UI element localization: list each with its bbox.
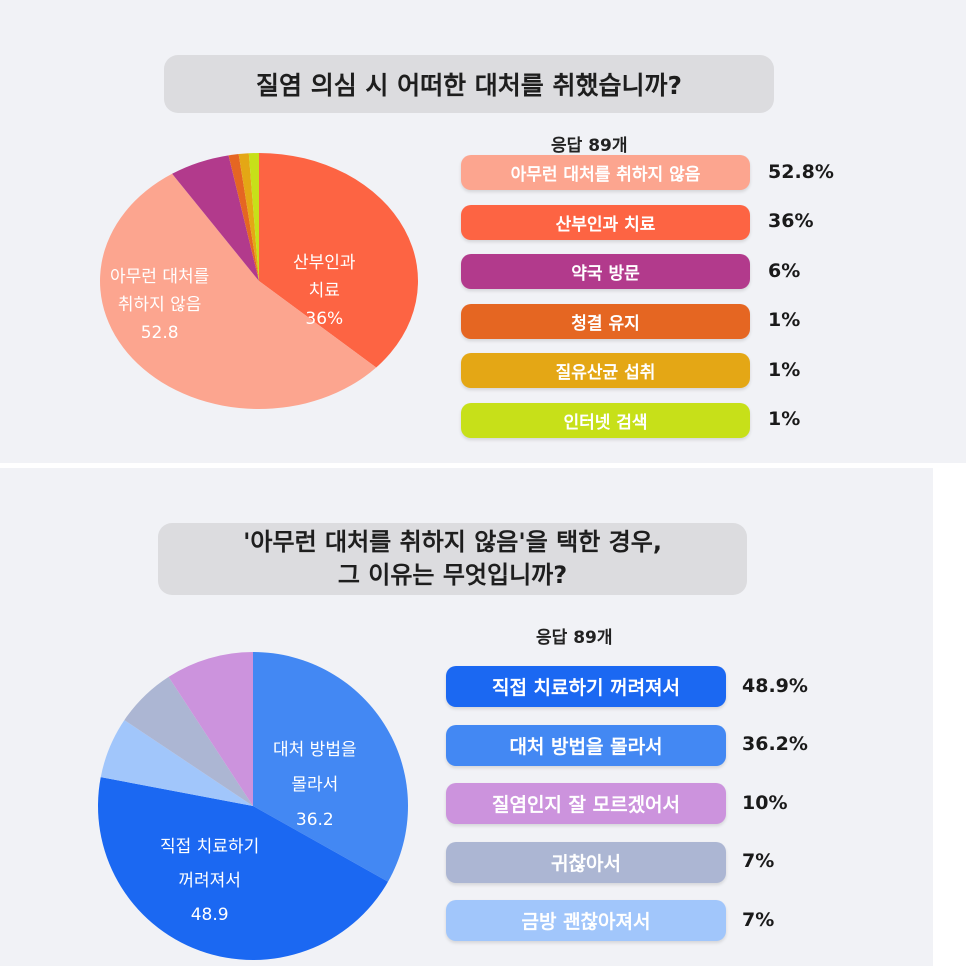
pie2-label-value: 36.2 — [295, 810, 334, 830]
pie2-label-line: 대처 방법을 — [273, 740, 357, 760]
pie2-slice-0 — [253, 652, 408, 882]
pie1-label-line: 아무런 대처를 — [110, 267, 210, 287]
response-count-2: 응답 89개 — [536, 628, 613, 648]
legend1-value-2: 6% — [768, 259, 801, 282]
pie-chart-1 — [99, 153, 418, 409]
legend1-item-2: 약국 방문 — [461, 254, 750, 289]
pie1-label-line: 산부인과 — [293, 253, 356, 273]
legend1-item-0: 아무런 대처를 취하지 않음 — [461, 155, 750, 190]
pie1-slice-3 — [228, 154, 259, 281]
pie1-slice-4 — [238, 153, 259, 281]
legend2-item-2: 질염인지 잘 모르겠어서 — [446, 783, 726, 824]
legend2-item-0: 직접 치료하기 꺼려져서 — [446, 666, 726, 707]
legend1-value-4: 1% — [768, 358, 801, 381]
pie1-slice-5 — [248, 153, 259, 281]
legend1-item-5: 인터넷 검색 — [461, 402, 750, 438]
pie2-label-line: 직접 치료하기 — [160, 837, 260, 857]
pie1-label-line: 취하지 않음 — [117, 295, 202, 315]
question-2-line: 그 이유는 무엇입니까? — [337, 561, 568, 589]
legend2-item-4: 금방 괜찮아져서 — [446, 900, 726, 941]
pie2-slice-2 — [100, 720, 253, 806]
legend1-item-3: 청결 유지 — [461, 303, 750, 339]
pie2-label-value: 48.9 — [190, 905, 229, 925]
pie1-label-value: 52.8 — [140, 323, 179, 343]
response-count-1: 응답 89개 — [551, 136, 628, 156]
pie1-label-no-action: 아무런 대처를 취하지 않음 52.8 — [110, 263, 209, 347]
pie1-slice-0 — [259, 153, 418, 368]
pie2-slice-3 — [124, 676, 253, 806]
pie2-label-reluctant: 직접 치료하기 꺼려져서 48.9 — [160, 830, 259, 932]
pie1-slice-1 — [99, 173, 377, 409]
legend2-item-1: 대처 방법을 몰라서 — [446, 724, 726, 766]
pie1-label-value: 36% — [305, 309, 344, 329]
legend1-item-4: 질유산균 섭취 — [461, 353, 750, 388]
pie1-label-line: 치료 — [308, 281, 340, 301]
pie2-label-line: 몰라서 — [291, 775, 339, 795]
legend1-value-0: 52.8% — [768, 160, 834, 183]
legend1-value-3: 1% — [768, 309, 801, 331]
pie-chart-2 — [98, 652, 408, 960]
legend1-value-5: 1% — [768, 408, 801, 430]
question-2-title: '아무런 대처를 취하지 않음'을 택한 경우, 그 이유는 무엇입니까? — [158, 523, 747, 595]
legend1-value-1: 36% — [768, 210, 814, 232]
pie1-label-gynecology: 산부인과 치료 36% — [293, 249, 356, 333]
legend1-item-1: 산부인과 치료 — [461, 204, 750, 240]
legend2-value-3: 7% — [742, 850, 775, 872]
legend2-value-0: 48.9% — [742, 674, 808, 697]
blank-strip — [933, 556, 966, 966]
question-1-title: 질염 의심 시 어떠한 대처를 취했습니까? — [164, 55, 774, 113]
question-2-line: '아무런 대처를 취하지 않음'을 택한 경우, — [243, 528, 662, 556]
pie2-slice-4 — [168, 652, 253, 806]
pie2-label-dont-know: 대처 방법을 몰라서 36.2 — [273, 733, 357, 838]
pie2-slice-1 — [98, 777, 388, 960]
legend2-value-4: 7% — [742, 908, 775, 931]
pie1-slice-2 — [172, 155, 259, 281]
pie2-label-line: 꺼려져서 — [178, 871, 241, 891]
legend2-value-2: 10% — [742, 791, 788, 814]
legend2-value-1: 36.2% — [742, 733, 808, 755]
legend2-item-3: 귀찮아서 — [446, 841, 726, 883]
